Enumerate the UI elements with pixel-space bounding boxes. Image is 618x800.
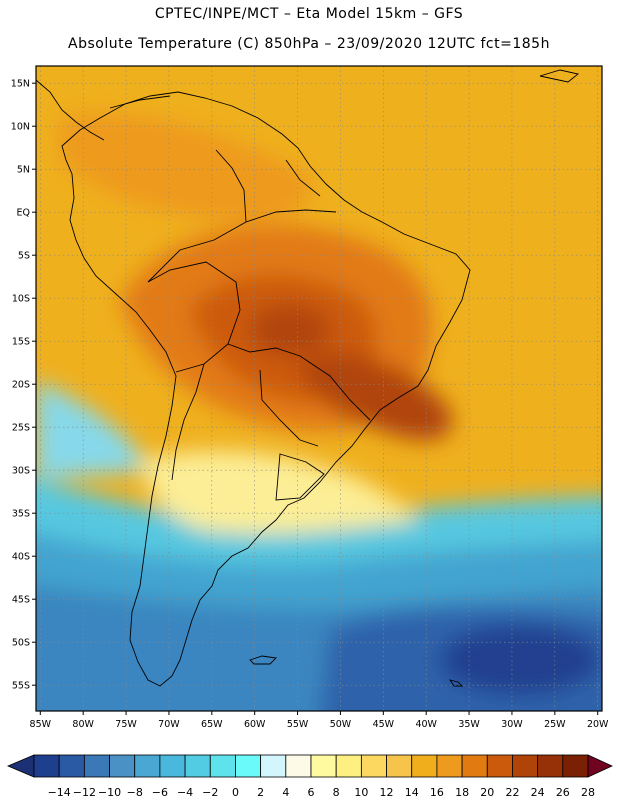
colorbar [6,754,613,778]
lon-tick-label: 45W [373,719,395,730]
colorbar-label: −12 [73,786,96,799]
colorbar-label: 2 [257,786,264,799]
lat-tick-label: 15N [11,79,30,90]
latitude-axis: 15N 10N 5N EQ 5S 10S 15S 20S 25S 30S 35S 40S 45S 50S 5… [11,79,36,692]
colorbar-swatch [436,754,463,778]
coastline [36,69,580,687]
colorbar-label: −6 [152,786,168,799]
lat-tick-label: 5N [17,165,30,176]
colorbar-label: −14 [48,786,71,799]
colorbar-label: 10 [354,786,368,799]
lat-tick-label: 55S [12,681,30,692]
lat-tick-label: 20S [12,380,30,391]
colorbar-swatch [512,754,539,778]
lat-tick-label: EQ [17,208,30,219]
colorbar-over-arrow [587,754,613,778]
colorbar-swatch [209,754,236,778]
colorbar-label: 16 [430,786,444,799]
colorbar-swatch [109,754,136,778]
temperature-field [36,66,602,711]
colorbar-label: 22 [505,786,519,799]
colorbar-label: 24 [531,786,545,799]
colorbar-swatch [411,754,438,778]
colorbar-labels: −14 −12 −10 −8 −6 −4 −2 0 2 4 6 8 10 12 14 16 18 20 22 24 26… [48,786,595,799]
colorbar-label: 28 [581,786,595,799]
lat-tick-label: 5S [18,251,30,262]
colorbar-label: 12 [380,786,394,799]
lon-tick-label: 60W [244,719,266,730]
colorbar-swatch [360,754,387,778]
chart-title: CPTEC/INPE/MCT – Eta Model 15km – GFS [154,6,464,22]
colorbar-swatch [537,754,564,778]
colorbar-swatch [83,754,110,778]
colorbar-label: 8 [333,786,340,799]
colorbar-swatch [260,754,287,778]
colorbar-label: 4 [282,786,289,799]
colorbar-under-arrow [6,754,35,778]
lat-tick-label: 45S [12,595,30,606]
lon-tick-label: 50W [330,719,352,730]
lon-tick-label: 85W [30,719,52,730]
colorbar-label: 14 [405,786,419,799]
colorbar-label: −2 [202,786,218,799]
colorbar-label: 18 [455,786,469,799]
chart-subtitle: Absolute Temperature (C) 850hPa – 23/09/… [68,36,550,52]
longitude-axis: 85W 80W 75W 70W 65W 60W 55W 50W 45W 40W 35W 30W 25W 2… [30,711,609,730]
colorbar-swatch [461,754,488,778]
map-frame [35,65,603,712]
colorbar-label: −8 [127,786,143,799]
lon-tick-label: 30W [501,719,523,730]
colorbar-swatch [134,754,161,778]
colorbar-swatch [386,754,413,778]
lat-tick-label: 50S [12,638,30,649]
lon-tick-label: 25W [544,719,566,730]
colorbar-label: 20 [480,786,494,799]
lon-tick-label: 75W [115,719,137,730]
lat-tick-label: 15S [12,337,30,348]
lon-tick-label: 20W [587,719,609,730]
colorbar-label: 0 [232,786,239,799]
colorbar-swatch [310,754,337,778]
lat-tick-label: 35S [12,509,30,520]
lon-tick-label: 35W [458,719,480,730]
colorbar-label: −4 [177,786,193,799]
colorbar-label: 6 [308,786,315,799]
colorbar-swatch [285,754,312,778]
colorbar-swatch [184,754,211,778]
south-america-outline [61,91,471,687]
lat-tick-label: 30S [12,466,30,477]
colorbar-swatch [335,754,362,778]
lon-tick-label: 80W [72,719,94,730]
colorbar-swatch [159,754,186,778]
colorbar-swatch [235,754,262,778]
lat-tick-label: 25S [12,423,30,434]
colorbar-swatch [562,754,589,778]
colorbar-swatch [33,754,60,778]
lat-tick-label: 10S [12,294,30,305]
colorbar-swatch [58,754,85,778]
lon-tick-label: 70W [158,719,180,730]
lon-tick-label: 40W [415,719,437,730]
colorbar-swatch [486,754,513,778]
lon-tick-label: 65W [201,719,223,730]
colorbar-label: 26 [556,786,570,799]
lat-tick-label: 40S [12,552,30,563]
colorbar-label: −10 [98,786,121,799]
lat-tick-label: 10N [11,122,30,133]
lon-tick-label: 55W [287,719,309,730]
